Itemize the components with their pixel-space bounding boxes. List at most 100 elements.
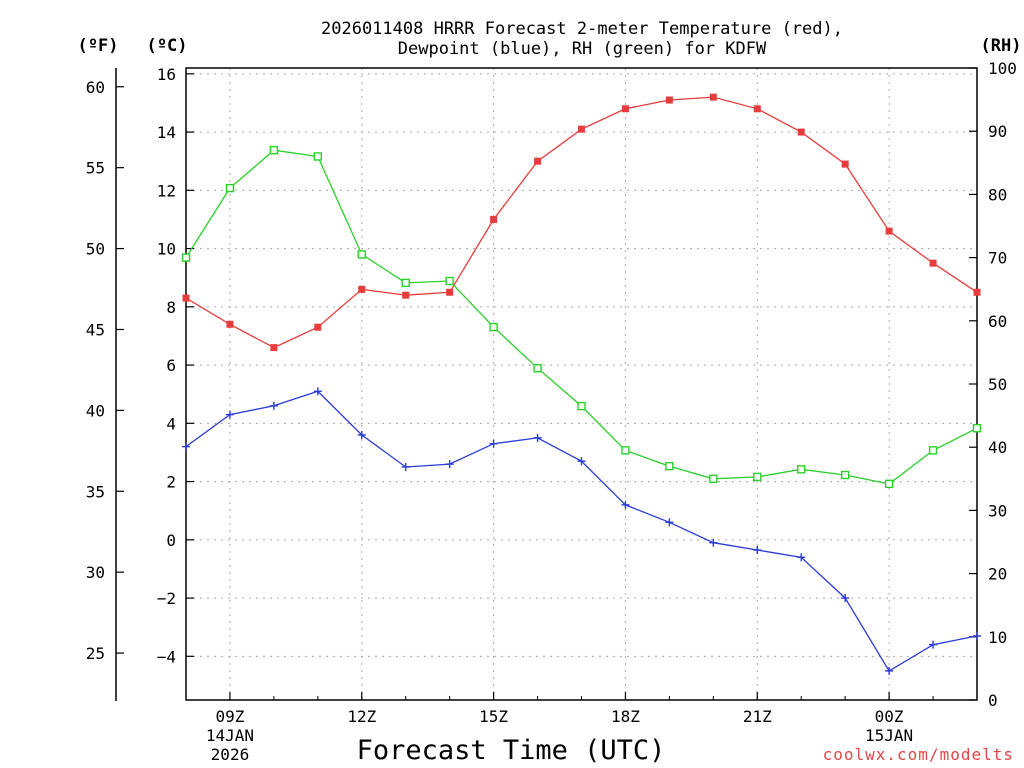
fahrenheit-tick-label: 55	[86, 159, 105, 178]
rh-tick-label: 100	[988, 59, 1017, 78]
temperature-point	[358, 285, 366, 293]
x-axis-title: Forecast Time (UTC)	[357, 735, 666, 766]
rh-point	[621, 446, 630, 455]
dewpoint-point	[753, 546, 762, 555]
chart-title-line-2: Dewpoint (blue), RH (green) for KDFW	[398, 39, 767, 59]
temperature-point	[973, 288, 981, 296]
temperature-point	[578, 125, 585, 133]
temperature-point	[314, 323, 322, 331]
dewpoint-point	[357, 430, 366, 439]
fahrenheit-tick-label: 45	[86, 320, 105, 339]
rh-point	[357, 250, 366, 259]
time-tick-label: 12Z	[347, 707, 376, 726]
celsius-axis: −4 −2 0 2 4 6 8 10 12 14 16	[157, 65, 194, 666]
temperature-point	[270, 344, 278, 352]
temperature-point	[841, 160, 849, 168]
plot-frame	[185, 67, 978, 701]
rh-tick-label: 90	[988, 122, 1007, 141]
rh-tick-label: 30	[988, 501, 1007, 520]
temperature-point	[621, 105, 629, 113]
fahrenheit-tick-label: 40	[86, 401, 105, 420]
time-tick-label: 15Z	[479, 707, 508, 726]
temperature-point	[534, 157, 542, 165]
dewpoint-point	[445, 460, 454, 469]
rh-tick-label: 60	[988, 312, 1007, 331]
celsius-tick-label: 12	[157, 181, 176, 200]
dewpoint-point	[709, 538, 718, 547]
dewpoint-point	[885, 666, 894, 675]
chart-title-line-1: 2026011408 HRRR Forecast 2-meter Tempera…	[321, 19, 843, 39]
rh-point	[753, 472, 762, 482]
temperature-point	[182, 294, 190, 302]
temperature-series	[182, 93, 981, 352]
temperature-point	[753, 105, 761, 113]
celsius-tick-label: 16	[157, 65, 176, 84]
rh-point	[313, 152, 323, 161]
rh-tick-label: 80	[988, 185, 1007, 204]
dewpoint-point	[577, 457, 586, 466]
temperature-point	[490, 215, 498, 223]
celsius-tick-label: −2	[157, 589, 176, 608]
rh-point	[533, 364, 542, 373]
fahrenheit-axis: 25 30 35 40 45 50 55 60	[86, 78, 124, 663]
temperature-point	[665, 96, 673, 104]
fahrenheit-tick-label: 35	[86, 482, 105, 501]
dewpoint-series	[182, 387, 981, 675]
fahrenheit-tick-label: 60	[86, 78, 105, 97]
rh-tick-label: 20	[988, 565, 1007, 584]
time-tick-date: 15JAN	[865, 726, 913, 745]
rh-point	[928, 446, 938, 455]
fahrenheit-tick-label: 30	[86, 563, 105, 582]
rh-point	[445, 276, 454, 286]
time-tick-label: 21Z	[743, 707, 772, 726]
series-layer	[181, 93, 982, 675]
time-tick-year: 2026	[211, 745, 250, 764]
dewpoint-point	[225, 410, 234, 419]
dewpoint-point	[533, 433, 542, 442]
rh-point	[401, 278, 410, 288]
rh-unit-label: (RH)	[981, 36, 1022, 56]
rh-axis: 0 10 20 30 40 50 60 70 80 90 100	[969, 59, 1017, 710]
celsius-tick-label: 0	[166, 531, 176, 550]
celsius-tick-label: 2	[166, 473, 176, 492]
temperature-point	[402, 291, 410, 299]
rh-tick-label: 70	[988, 249, 1007, 268]
time-tick-date: 14JAN	[206, 726, 254, 745]
grid-lines	[186, 68, 977, 700]
temperature-point	[226, 320, 234, 328]
dewpoint-point	[182, 442, 190, 451]
credit-text: coolwx.com/modelts	[823, 745, 1014, 764]
rh-point	[225, 183, 235, 193]
celsius-tick-label: 6	[166, 356, 176, 375]
fahrenheit-tick-label: 50	[86, 240, 105, 259]
rh-point	[709, 474, 718, 483]
celsius-tick-label: 10	[157, 240, 176, 259]
temperature-point	[929, 259, 937, 267]
rh-point	[577, 401, 586, 411]
rh-point	[665, 461, 674, 471]
fahrenheit-unit-label: (ºF)	[78, 36, 119, 56]
dewpoint-point	[621, 500, 630, 509]
dewpoint-point	[489, 439, 498, 448]
time-tick-label: 09Z	[215, 707, 244, 726]
fahrenheit-tick-label: 25	[86, 644, 105, 663]
dewpoint-point	[797, 553, 806, 562]
temperature-point	[797, 128, 805, 136]
rh-tick-label: 40	[988, 438, 1007, 457]
dewpoint-point	[313, 387, 322, 396]
dewpoint-point	[929, 640, 938, 649]
rh-line	[185, 149, 978, 485]
rh-tick-label: 50	[988, 375, 1007, 394]
rh-tick-label: 10	[988, 628, 1007, 647]
rh-point	[269, 145, 279, 155]
rh-point	[972, 424, 982, 433]
celsius-tick-label: 8	[166, 298, 176, 317]
temperature-point	[885, 227, 893, 235]
celsius-tick-label: 14	[157, 123, 176, 142]
dewpoint-point	[841, 594, 850, 603]
rh-point	[797, 465, 806, 474]
dewpoint-point	[973, 631, 981, 640]
rh-series	[181, 145, 982, 489]
temperature-point	[446, 288, 454, 296]
